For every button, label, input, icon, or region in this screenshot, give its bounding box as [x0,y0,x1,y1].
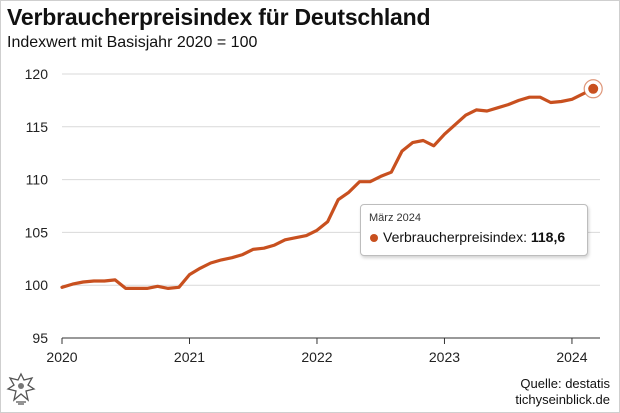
eagle-logo-icon [6,372,36,406]
plot-area [60,79,603,290]
series-line [60,87,595,290]
y-tick-label: 120 [25,66,49,82]
x-tick-label: 2023 [429,349,460,365]
tooltip-series-dot [370,234,378,242]
y-axis: 95 100 105 110 115 120 [25,66,49,346]
y-tick-label: 95 [32,330,48,346]
tooltip-series-label: Verbraucherpreisindex: [383,229,527,245]
site-text: tichyseinblick.de [515,392,610,407]
source-text: Quelle: destatis [520,376,610,391]
tooltip-value: 118,6 [530,229,566,245]
highlight-point [588,83,599,94]
y-tick-label: 105 [25,224,49,240]
y-tick-label: 100 [25,277,49,293]
x-tick-label: 2024 [556,349,587,365]
x-tick-label: 2021 [174,349,205,365]
y-tick-label: 110 [26,172,49,188]
tooltip-line: Verbraucherpreisindex: 118,6 [383,229,565,245]
chart-title: Verbraucherpreisindex für Deutschland [7,4,431,30]
y-tick-label: 115 [26,119,49,135]
x-axis: 2020 2021 2022 2023 2024 [46,337,600,365]
x-tick-label: 2022 [301,349,332,365]
tooltip: März 2024 Verbraucherpreisindex: 118,6 [360,204,588,256]
source-note: Quelle: destatis tichyseinblick.de [515,376,610,408]
x-tick-label: 2020 [46,349,77,365]
chart-subtitle: Indexwert mit Basisjahr 2020 = 100 [7,34,258,51]
tooltip-date: März 2024 [369,212,421,224]
